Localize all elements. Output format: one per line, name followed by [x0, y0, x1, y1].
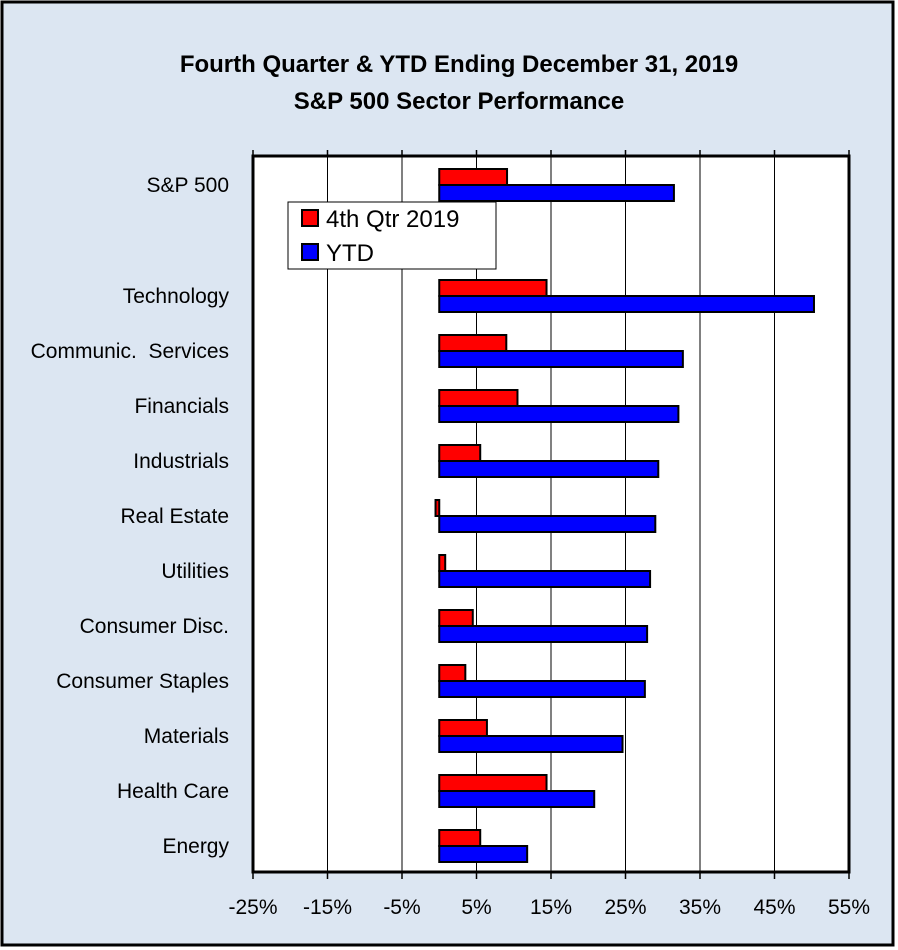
bar-ytd — [438, 570, 652, 588]
bar-ytd — [438, 515, 657, 533]
bar-qtr — [438, 774, 548, 792]
x-tick-label: 55% — [828, 896, 870, 919]
bar-qtr — [438, 609, 474, 627]
bar-ytd — [438, 295, 815, 313]
bar-qtr — [438, 554, 447, 572]
category-label: Industrials — [133, 450, 229, 473]
category-label: Consumer Staples — [56, 670, 229, 693]
bar-ytd — [438, 790, 596, 808]
bar-ytd — [438, 350, 684, 368]
bar-qtr — [438, 389, 519, 407]
x-tick-label: -15% — [303, 896, 352, 919]
bar-qtr — [438, 664, 467, 682]
bar-qtr — [438, 168, 509, 186]
bar-qtr — [434, 499, 441, 517]
x-tick-label: 45% — [753, 896, 795, 919]
bar-ytd — [438, 184, 675, 202]
category-label: Materials — [144, 725, 229, 748]
category-label: Utilities — [161, 560, 229, 583]
bar-ytd — [438, 845, 529, 863]
legend-label-ytd: YTD — [326, 240, 374, 267]
tick-labels: -25% -15% -5% 5% 15% 25% 35% 45% 55% — [228, 896, 870, 919]
category-label: Real Estate — [120, 505, 229, 528]
bar-ytd — [438, 460, 660, 478]
bar-ytd — [438, 625, 649, 643]
bar-ytd — [438, 735, 624, 753]
category-label: Communic. Services — [31, 340, 229, 363]
category-label: Technology — [123, 285, 230, 308]
category-labels: S&P 500 Technology Communic. Services Finan… — [31, 174, 230, 858]
category-label: Health Care — [117, 780, 229, 803]
bar-ytd — [438, 680, 646, 698]
legend-box — [287, 201, 497, 270]
bar-qtr — [438, 444, 482, 462]
bar-ytd — [438, 405, 680, 423]
x-tick-label: 25% — [604, 896, 646, 919]
bar-qtr — [438, 279, 548, 297]
legend-swatch-qtr — [301, 209, 319, 227]
x-tick-label: -5% — [383, 896, 420, 919]
legend: 4th Qtr 2019 YTD — [287, 201, 497, 270]
x-tick-label: 35% — [679, 896, 721, 919]
legend-label-qtr: 4th Qtr 2019 — [326, 206, 459, 233]
chart-title: Fourth Quarter & YTD Ending December 31,… — [180, 51, 738, 78]
category-label: Energy — [162, 835, 229, 858]
bar-qtr — [438, 334, 508, 352]
bar-qtr — [438, 829, 482, 847]
legend-swatch-ytd — [301, 243, 319, 261]
category-label: Financials — [134, 395, 229, 418]
x-tick-label: 5% — [461, 896, 491, 919]
category-label: Consumer Disc. — [80, 615, 229, 638]
x-tick-label: 15% — [530, 896, 572, 919]
bars — [434, 168, 815, 863]
category-label: S&P 500 — [146, 174, 229, 197]
bar-qtr — [438, 719, 488, 737]
chart-subtitle: S&P 500 Sector Performance — [294, 88, 624, 115]
x-tick-label: -25% — [228, 896, 277, 919]
